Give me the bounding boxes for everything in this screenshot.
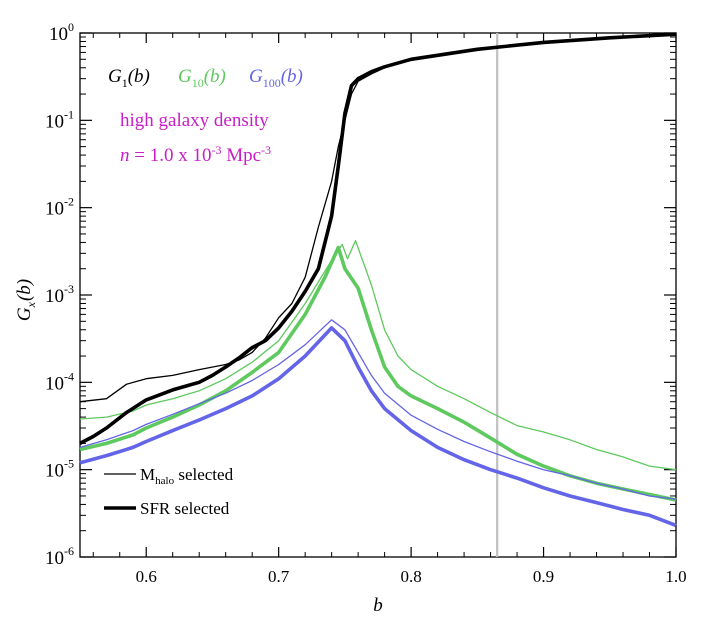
series-g10-thick-line bbox=[79, 245, 677, 502]
y-axis-label-main: G bbox=[14, 307, 35, 321]
series-label-g1: G1(b) bbox=[108, 66, 150, 90]
series-g100-thick-line bbox=[79, 326, 677, 528]
y-tick-label-0: 100 bbox=[49, 20, 74, 45]
x-tick-label-3: 0.9 bbox=[533, 567, 554, 586]
series-label-g100: G100(b) bbox=[249, 66, 303, 90]
y-tick-label-6: 10-6 bbox=[45, 544, 74, 569]
x-tick-label-2: 0.8 bbox=[400, 567, 421, 586]
series-label-g10: G10(b) bbox=[178, 66, 226, 90]
series-layer bbox=[79, 32, 677, 557]
x-axis-label: b bbox=[373, 595, 383, 616]
label-layer: 0.6 0.7 0.8 0.9 1.0 100 10-1 10-2 10-3 10-4 10-5 10… bbox=[45, 20, 687, 586]
y-axis-label: Gx(b) bbox=[14, 279, 38, 321]
y-tick-label-4: 10-4 bbox=[45, 369, 74, 394]
y-tick-label-2: 10-2 bbox=[45, 195, 74, 220]
series-g10-thin-line bbox=[79, 239, 677, 471]
y-tick-label-1: 10-1 bbox=[45, 107, 74, 132]
tick-layer bbox=[80, 32, 677, 558]
y-tick-label-3: 10-3 bbox=[45, 282, 74, 307]
legend: Mhalo selected SFR selected bbox=[104, 465, 234, 518]
legend-thick-label: SFR selected bbox=[140, 499, 230, 518]
x-tick-label-0: 0.6 bbox=[136, 567, 157, 586]
y-tick-label-5: 10-5 bbox=[45, 457, 74, 482]
svg-text:Gx(b): Gx(b) bbox=[14, 279, 38, 321]
legend-thin-label: Mhalo selected bbox=[140, 465, 234, 487]
y-axis-label-sub: x bbox=[24, 301, 38, 308]
series-g1-thick-line bbox=[79, 32, 677, 445]
y-axis-label-arg: (b) bbox=[14, 279, 35, 301]
x-tick-label-1: 0.7 bbox=[268, 567, 290, 586]
annotation-density: high galaxy density bbox=[120, 110, 269, 131]
annotation-number-density: n = 1.0 x 10-3 Mpc-3 bbox=[120, 143, 271, 166]
series-g100-thin-line bbox=[79, 319, 677, 500]
x-tick-label-4: 1.0 bbox=[665, 567, 686, 586]
